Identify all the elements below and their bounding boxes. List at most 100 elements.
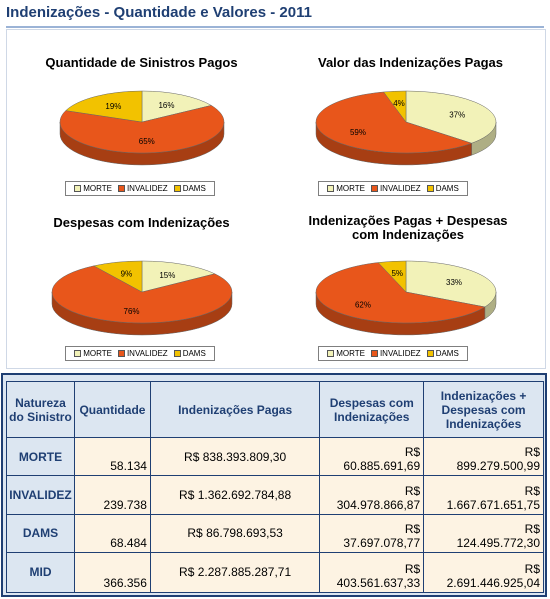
legend-swatch [173,350,181,357]
cell-quantidade: 58.134 [73,437,151,477]
data-label-invalidez: 65% [139,137,155,146]
chart-legend: MORTE INVALIDEZ DAMS [318,346,468,361]
amount-value: 304.978.866,87 [336,497,421,512]
legend-item-morte: MORTE [74,349,112,358]
amount-value: 1.667.671.651,75 [446,497,540,512]
pie-slice-morte [405,90,497,144]
cell-quantidade: 68.484 [73,513,151,553]
legend-swatch [327,350,335,357]
currency-label: R$ [524,445,540,460]
cell-total: R$ 1.667.671.651,75 [423,475,544,515]
title-divider [6,26,544,28]
pie-slice-morte [405,260,497,308]
legend-item-dams: DAMS [426,184,459,193]
currency-label: R$ [524,562,540,576]
pie-chart-despesas: 15% 76% 9% [51,260,233,336]
cell-total: R$ 899.279.500,99 [423,437,544,477]
legend-swatch [74,185,82,192]
legend-label: MORTE [83,184,112,193]
legend-item-dams: DAMS [173,184,206,193]
cell-despesas: R$ 304.978.866,87 [319,475,425,515]
chart-title: Valor das Indenizações Pagas [318,55,503,70]
legend-label: INVALIDEZ [126,349,168,358]
table-header-row: Natureza do Sinistro Quantidade Indeniza… [6,380,544,439]
currency-label: R$ [404,483,421,498]
data-label-morte: 33% [446,278,462,287]
currency-label: R$ [524,483,540,498]
legend-label: MORTE [83,349,112,358]
chart-legend: MORTE INVALIDEZ DAMS [65,181,215,196]
cell-despesas: R$ 37.697.078,77 [319,513,425,553]
legend-label: INVALIDEZ [379,349,421,358]
cell-indenizacoes: R$ 1.362.692.784,88 [149,475,321,515]
legend-swatch [173,185,181,192]
legend-swatch [117,350,125,357]
currency-label: R$ [404,562,421,576]
cell-quantidade: 239.738 [73,475,151,515]
amount-value: 899.279.500,99 [456,459,540,474]
indenizacoes-table: Natureza do Sinistro Quantidade Indeniza… [6,380,544,594]
amount-value: 2.691.446.925,04 [446,576,540,590]
data-label-dams: 19% [105,102,121,111]
legend-swatch [370,185,378,192]
cell-despesas: R$ 403.561.637,33 [319,551,425,594]
charts-panel: Quantidade de Sinistros Pagos 16% 65% 19% … [6,29,546,369]
cell-total: R$ 124.495.772,30 [423,513,544,553]
cell-total: R$ 2.691.446.925,04 [423,551,544,594]
legend-item-invalidez: INVALIDEZ [370,349,421,358]
legend-label: DAMS [182,349,206,358]
chart-legend: MORTE INVALIDEZ DAMS [318,181,468,196]
legend-label: DAMS [435,349,459,358]
pie-chart-sinistros: 16% 65% 19% [59,90,225,166]
chart-despesas: Despesas com Indenizações 15% 76% 9% MORTE… [7,200,276,368]
table-row: INVALIDEZ 239.738 R$ 1.362.692.784,88 R$… [6,475,544,515]
data-label-invalidez: 62% [355,300,371,309]
table-row: DAMS 68.484 R$ 86.798.693,53 R$ 37.697.07… [6,513,544,553]
data-label-morte: 15% [159,271,175,280]
data-label-invalidez: 59% [350,128,366,137]
header-indenizacoes-pagas: Indenizações Pagas [149,380,321,439]
chart-sinistros-pagos: Quantidade de Sinistros Pagos 16% 65% 19% … [7,30,276,198]
currency-label: R$ [404,521,421,536]
amount-value: 60.885.691,69 [343,459,421,474]
currency-label: R$ [524,521,540,536]
pie-slice-invalidez [59,105,225,154]
cell-indenizacoes: R$ 86.798.693,53 [149,513,321,553]
legend-label: DAMS [182,184,206,193]
legend-swatch [426,350,434,357]
page-title: Indenizações - Quantidade e Valores - 20… [6,4,312,21]
legend-swatch [370,350,378,357]
row-label-morte: MORTE [6,437,75,477]
pie-slice-dams [93,260,143,293]
chart-title: Quantidade de Sinistros Pagos [45,55,238,70]
row-label-mid: MID [6,551,75,594]
chart-valor-indenizacoes: Valor das Indenizações Pagas 37% 59% 4% MO… [276,30,545,198]
pie-slice-invalidez [315,91,473,154]
legend-label: MORTE [336,184,365,193]
amount-value: 37.697.078,77 [343,535,421,550]
chart-legend: MORTE INVALIDEZ DAMS [65,346,215,361]
chart-indenizacoes-mais-despesas: Indenizações Pagas + Despesas com Indeni… [276,200,545,368]
data-label-dams: 4% [393,99,405,108]
data-label-morte: 16% [158,101,174,110]
pie-chart-valor: 37% 59% 4% [315,90,497,166]
legend-item-dams: DAMS [426,349,459,358]
pie-slice-dams [383,90,407,123]
pie-slice-dams [65,90,143,123]
amount-value: 403.561.637,33 [336,576,421,590]
legend-swatch [117,185,125,192]
pie-slice-morte [141,90,212,123]
data-label-dams: 5% [391,269,403,278]
cell-quantidade: 366.356 [73,551,151,594]
legend-item-morte: MORTE [327,184,365,193]
legend-label: DAMS [435,184,459,193]
header-natureza: Natureza do Sinistro [6,380,75,439]
row-label-invalidez: INVALIDEZ [6,475,75,515]
legend-swatch [426,185,434,192]
cell-indenizacoes: R$ 2.287.885.287,71 [149,551,321,594]
legend-swatch [74,350,82,357]
legend-item-dams: DAMS [173,349,206,358]
header-total: Indenizações + Despesas com Indenizações [423,380,544,439]
legend-item-morte: MORTE [74,184,112,193]
legend-item-invalidez: INVALIDEZ [117,184,168,193]
